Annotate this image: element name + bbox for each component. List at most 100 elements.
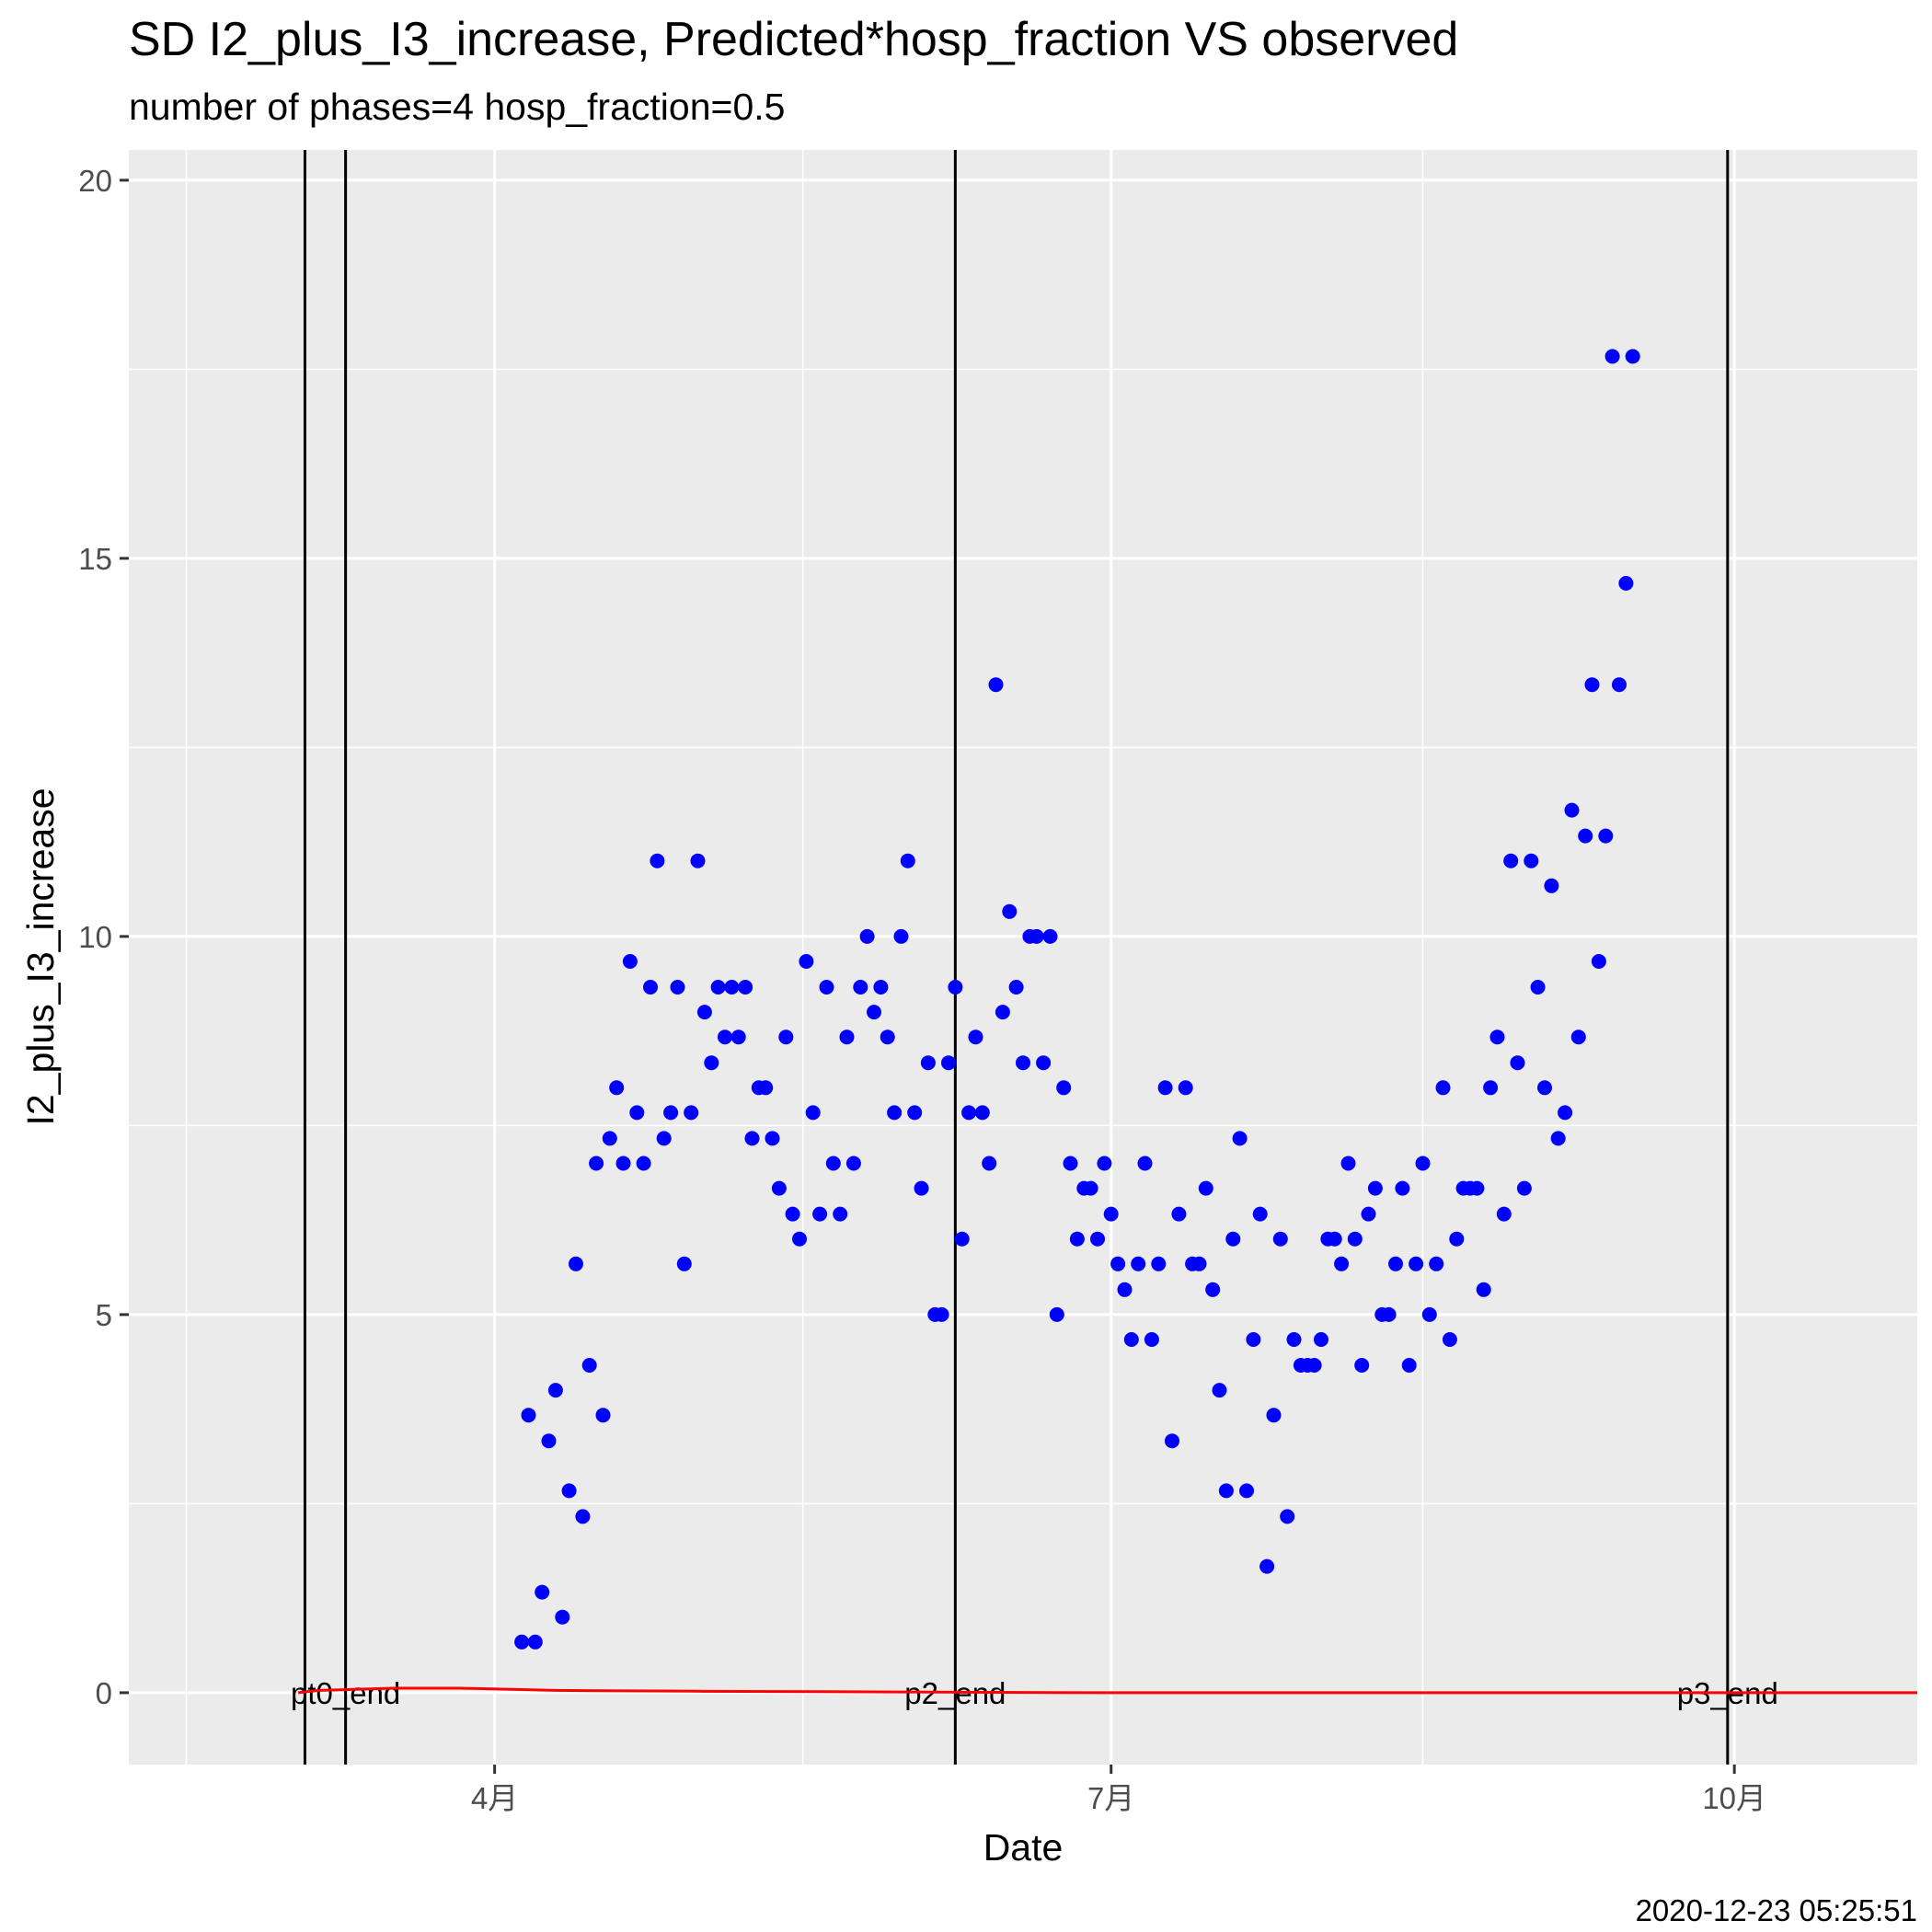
observed-point bbox=[1110, 1256, 1126, 1271]
observed-point bbox=[1218, 1483, 1234, 1499]
observed-point bbox=[1570, 1029, 1586, 1045]
observed-point bbox=[1524, 853, 1539, 868]
observed-point bbox=[1246, 1332, 1261, 1347]
observed-point bbox=[1266, 1408, 1282, 1423]
observed-point bbox=[995, 1005, 1010, 1020]
observed-point bbox=[1409, 1256, 1424, 1271]
observed-point bbox=[1558, 1105, 1573, 1121]
observed-point bbox=[575, 1509, 591, 1524]
observed-point bbox=[1157, 1080, 1173, 1096]
observed-point bbox=[988, 677, 1004, 693]
observed-point bbox=[1090, 1231, 1105, 1247]
observed-point bbox=[589, 1156, 604, 1171]
observed-point bbox=[629, 1105, 645, 1121]
observed-point bbox=[561, 1483, 577, 1499]
observed-point bbox=[859, 928, 875, 944]
observed-point bbox=[744, 1131, 760, 1146]
observed-point bbox=[718, 1029, 732, 1045]
x-axis-title: Date bbox=[983, 1826, 1064, 1869]
observed-point bbox=[663, 1105, 679, 1121]
observed-point bbox=[1178, 1080, 1193, 1096]
observed-point bbox=[785, 1206, 800, 1222]
observed-point bbox=[833, 1206, 848, 1222]
observed-point bbox=[636, 1156, 651, 1171]
observed-point bbox=[527, 1634, 543, 1650]
observed-point bbox=[1103, 1206, 1119, 1222]
observed-point bbox=[1537, 1080, 1552, 1096]
observed-point bbox=[1252, 1206, 1268, 1222]
observed-point bbox=[710, 980, 726, 995]
observed-point bbox=[1442, 1332, 1457, 1347]
observed-point bbox=[1604, 349, 1620, 364]
observed-point bbox=[1286, 1332, 1302, 1347]
observed-point bbox=[1259, 1558, 1275, 1574]
observed-point bbox=[1334, 1256, 1350, 1271]
x-tick-label: 10月 bbox=[1702, 1781, 1766, 1815]
observed-point bbox=[1042, 928, 1058, 944]
observed-point bbox=[724, 980, 740, 995]
observed-point bbox=[1036, 1055, 1052, 1071]
observed-point bbox=[1469, 1180, 1485, 1196]
observed-point bbox=[765, 1131, 780, 1146]
observed-point bbox=[1191, 1256, 1207, 1271]
observed-point bbox=[595, 1408, 611, 1423]
observed-point bbox=[1510, 1055, 1525, 1071]
observed-point bbox=[535, 1584, 550, 1600]
observed-point bbox=[1503, 853, 1519, 868]
observed-point bbox=[1327, 1231, 1342, 1247]
observed-point bbox=[670, 980, 685, 995]
observed-point bbox=[1029, 928, 1044, 944]
observed-point bbox=[1049, 1306, 1064, 1322]
observed-point bbox=[1002, 903, 1018, 919]
observed-series bbox=[514, 349, 1640, 1650]
observed-point bbox=[676, 1256, 692, 1271]
observed-point bbox=[555, 1609, 570, 1625]
observed-point bbox=[1483, 1080, 1499, 1096]
observed-point bbox=[1516, 1180, 1532, 1196]
observed-point bbox=[792, 1231, 807, 1247]
observed-point bbox=[1097, 1156, 1112, 1171]
observed-point bbox=[1347, 1231, 1363, 1247]
x-axis: 4月 7月 10月 bbox=[471, 1765, 1766, 1815]
observed-point bbox=[867, 1005, 881, 1020]
observed-point bbox=[1367, 1180, 1383, 1196]
observed-point bbox=[684, 1105, 699, 1121]
y-tick-label: 10 bbox=[78, 920, 112, 954]
phase-lines: pt0_end p2_end p3_end bbox=[291, 150, 1778, 1765]
phase-line-label: pt0_end bbox=[291, 1676, 400, 1710]
observed-point bbox=[609, 1080, 625, 1096]
observed-point bbox=[1225, 1231, 1241, 1247]
observed-point bbox=[1361, 1206, 1376, 1222]
observed-point bbox=[1232, 1131, 1248, 1146]
observed-point bbox=[690, 853, 706, 868]
observed-point bbox=[581, 1358, 597, 1373]
observed-point bbox=[656, 1131, 672, 1146]
y-axis: 0 5 10 15 20 bbox=[78, 164, 129, 1710]
y-tick-label: 5 bbox=[96, 1298, 112, 1332]
observed-point bbox=[1381, 1306, 1397, 1322]
observed-point bbox=[825, 1156, 841, 1171]
observed-point bbox=[805, 1105, 821, 1121]
observed-point bbox=[1165, 1433, 1179, 1449]
observed-point bbox=[1612, 677, 1627, 693]
observed-point bbox=[602, 1131, 617, 1146]
observed-point bbox=[1144, 1332, 1159, 1347]
observed-point bbox=[1625, 349, 1640, 364]
observed-point bbox=[1131, 1256, 1146, 1271]
observed-point bbox=[1429, 1256, 1444, 1271]
observed-point bbox=[961, 1105, 977, 1121]
observed-point bbox=[1056, 1080, 1072, 1096]
observed-point bbox=[845, 1156, 861, 1171]
observed-point bbox=[1016, 1055, 1030, 1071]
observed-point bbox=[893, 928, 909, 944]
observed-point bbox=[1198, 1180, 1213, 1196]
y-tick-label: 0 bbox=[96, 1676, 112, 1710]
y-tick-label: 20 bbox=[78, 164, 112, 198]
observed-point bbox=[643, 980, 658, 995]
observed-point bbox=[521, 1408, 536, 1423]
observed-point bbox=[541, 1433, 557, 1449]
observed-point bbox=[1530, 980, 1546, 995]
observed-point bbox=[758, 1080, 774, 1096]
observed-point bbox=[920, 1055, 936, 1071]
observed-point bbox=[1550, 1131, 1566, 1146]
